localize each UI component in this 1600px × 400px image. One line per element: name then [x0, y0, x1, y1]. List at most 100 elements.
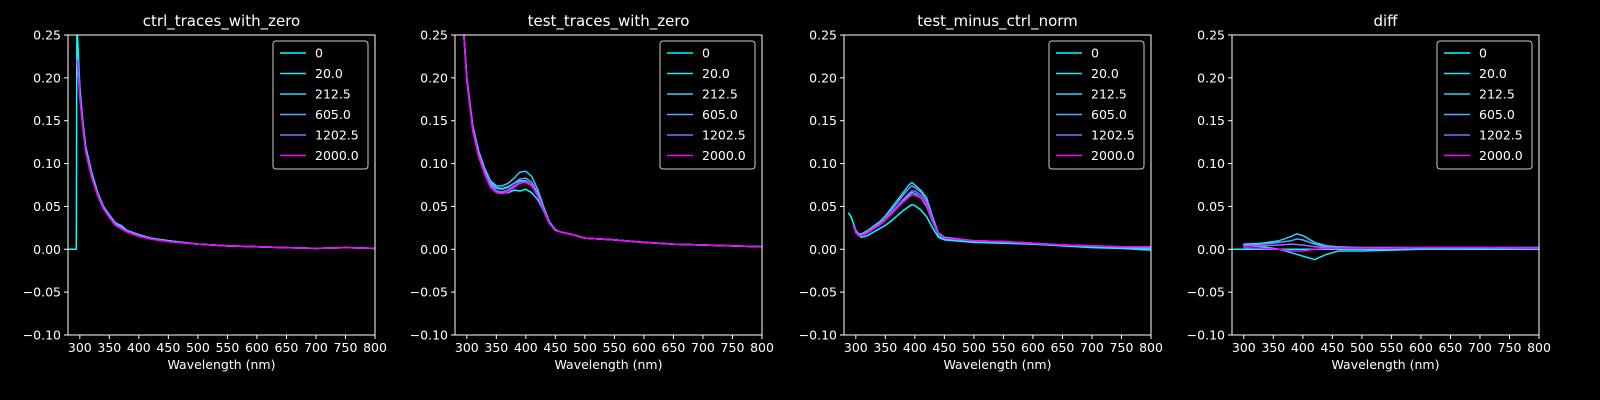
series-group [463, 35, 762, 248]
x-tick-label: 350 [1261, 340, 1285, 355]
series-line-2000.0 [76, 59, 375, 250]
legend-label: 212.5 [1091, 87, 1127, 102]
x-tick-label: 500 [186, 340, 210, 355]
y-tick-label: −0.10 [799, 328, 837, 343]
x-tick-label: 600 [1021, 340, 1045, 355]
y-tick-label: −0.05 [23, 285, 61, 300]
y-tick-label: 0.00 [33, 242, 61, 257]
series-group [1232, 233, 1539, 261]
x-tick-label: 800 [1139, 340, 1163, 355]
y-tick-label: 0.20 [33, 70, 61, 85]
y-tick-label: 0.05 [1197, 199, 1225, 214]
axes-frame [843, 34, 1152, 336]
legend-label: 20.0 [1091, 66, 1119, 81]
y-tick-label: 0.00 [809, 242, 837, 257]
x-tick-label: 300 [844, 340, 868, 355]
legend-label: 605.0 [1091, 107, 1127, 122]
x-tick-label: 800 [750, 340, 774, 355]
y-tick-label: 0.15 [809, 113, 837, 128]
x-tick-label: 300 [455, 340, 479, 355]
legend-label: 0 [1091, 46, 1099, 61]
legend: 0 20.0 212.5 605.0 1202.5 2000.0 [1048, 40, 1145, 170]
y-tick-label: 0.10 [33, 156, 61, 171]
x-tick-label: 750 [334, 340, 358, 355]
y-tick-label: 0.20 [1197, 70, 1225, 85]
x-tick-label: 600 [245, 340, 269, 355]
series-line-2000.0 [1243, 246, 1539, 252]
x-tick-label: 550 [991, 340, 1015, 355]
y-tick-label: −0.10 [23, 328, 61, 343]
x-tick-label: 800 [363, 340, 387, 355]
legend-label: 0 [1479, 46, 1487, 61]
y-tick-label: 0.25 [809, 28, 837, 43]
y-tick-label: 0.25 [33, 28, 61, 43]
x-tick-label: 750 [1110, 340, 1134, 355]
legend: 0 20.0 212.5 605.0 1202.5 2000.0 [1436, 40, 1533, 170]
x-tick-label: 350 [484, 340, 508, 355]
x-tick-label: 650 [275, 340, 299, 355]
x-tick-label: 650 [662, 340, 686, 355]
x-tick-label: 600 [632, 340, 656, 355]
x-tick-label: 700 [304, 340, 328, 355]
legend-label: 20.0 [315, 66, 343, 81]
x-tick-label: 350 [873, 340, 897, 355]
y-tick-label: 0.05 [809, 199, 837, 214]
chart-title: diff [1373, 12, 1398, 30]
legend-label: 605.0 [315, 107, 351, 122]
x-tick-label: 400 [514, 340, 538, 355]
y-tick-label: 0.25 [1197, 28, 1225, 43]
axes-frame [67, 34, 376, 336]
y-tick-label: −0.05 [1187, 285, 1225, 300]
x-tick-label: 300 [1232, 340, 1256, 355]
chart-panel-1: 300 350 400 450 500 550 600 650 700 750 800 −0.10 −0… [23, 12, 387, 372]
y-tick-label: 0.10 [420, 156, 448, 171]
y-tick-label: 0.00 [1197, 242, 1225, 257]
y-tick-label: 0.15 [1197, 113, 1225, 128]
x-tick-label: 450 [543, 340, 567, 355]
legend-label: 2000.0 [1479, 148, 1523, 163]
chart-title: ctrl_traces_with_zero [143, 12, 300, 31]
series-group [68, 35, 375, 251]
legend-label: 2000.0 [1091, 148, 1135, 163]
legend-label: 1202.5 [1479, 128, 1523, 143]
x-tick-label: 500 [573, 340, 597, 355]
legend-label: 605.0 [702, 107, 738, 122]
chart-panel-2: 300 350 400 450 500 550 600 650 700 750 800 −0.10 −0… [410, 12, 774, 372]
x-tick-label: 750 [1498, 340, 1522, 355]
y-tick-label: 0.15 [420, 113, 448, 128]
y-tick-label: 0.10 [809, 156, 837, 171]
legend-label: 605.0 [1479, 107, 1515, 122]
y-tick-label: 0.05 [33, 199, 61, 214]
x-tick-label: 550 [602, 340, 626, 355]
x-axis-label: Wavelength (nm) [555, 357, 663, 372]
x-tick-label: 700 [691, 340, 715, 355]
legend-label: 0 [315, 46, 323, 61]
x-tick-label: 800 [1527, 340, 1551, 355]
x-tick-label: 450 [932, 340, 956, 355]
x-tick-label: 500 [962, 340, 986, 355]
chart-panel-4: 300 350 400 450 500 550 600 650 700 750 800 −0.10 −0… [1187, 12, 1551, 372]
y-tick-label: 0.15 [33, 113, 61, 128]
x-tick-label: 550 [1379, 340, 1403, 355]
x-tick-label: 450 [156, 340, 180, 355]
x-tick-label: 750 [721, 340, 745, 355]
y-tick-label: 0.20 [809, 70, 837, 85]
y-tick-label: −0.10 [410, 328, 448, 343]
x-tick-label: 600 [1409, 340, 1433, 355]
legend-label: 0 [702, 46, 710, 61]
y-tick-label: −0.05 [410, 285, 448, 300]
legend: 0 20.0 212.5 605.0 1202.5 2000.0 [272, 40, 369, 170]
legend-label: 20.0 [1479, 66, 1507, 81]
y-tick-label: −0.05 [799, 285, 837, 300]
legend-label: 2000.0 [702, 148, 746, 163]
y-tick-label: 0.00 [420, 242, 448, 257]
legend-label: 20.0 [702, 66, 730, 81]
x-tick-label: 700 [1468, 340, 1492, 355]
series-line-2000.0 [852, 194, 1151, 248]
series-line-2000.0 [463, 35, 762, 248]
chart-title: test_traces_with_zero [528, 12, 690, 31]
x-tick-label: 350 [97, 340, 121, 355]
x-tick-label: 450 [1320, 340, 1344, 355]
x-axis-label: Wavelength (nm) [1332, 357, 1440, 372]
x-tick-label: 400 [903, 340, 927, 355]
